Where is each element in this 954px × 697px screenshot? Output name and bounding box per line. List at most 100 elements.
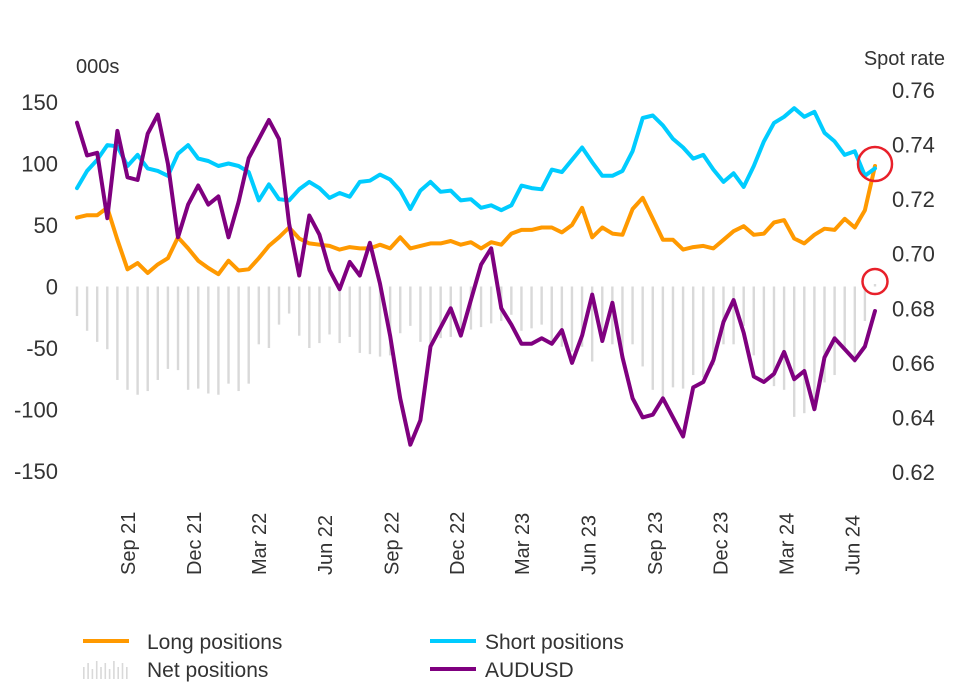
net-positions-bar bbox=[318, 286, 321, 344]
legend-swatch-net bbox=[83, 661, 128, 679]
net-positions-bar bbox=[197, 286, 200, 389]
legend-net-bar bbox=[117, 667, 119, 679]
annotations bbox=[856, 145, 894, 296]
net-positions-bar bbox=[803, 286, 806, 414]
net-positions-bar bbox=[217, 286, 220, 395]
net-positions-bar bbox=[651, 286, 654, 390]
x-tick-label: Jun 22 bbox=[315, 515, 337, 575]
legend-item-short: Short positions bbox=[430, 631, 624, 654]
net-positions-bar bbox=[136, 286, 139, 395]
left-tick-label: -150 bbox=[14, 459, 58, 484]
net-positions-bar bbox=[479, 286, 483, 328]
x-tick-label: Mar 24 bbox=[776, 513, 798, 575]
net-positions-bar bbox=[560, 286, 564, 347]
net-positions-bar bbox=[590, 286, 594, 362]
left-tick-label: -50 bbox=[26, 336, 58, 361]
net-positions-bar bbox=[691, 286, 695, 376]
legend-net-bar bbox=[95, 661, 98, 679]
x-tick-label: Mar 23 bbox=[512, 513, 534, 575]
right-tick-label: 0.70 bbox=[892, 242, 935, 267]
x-tick-label: Jun 23 bbox=[579, 515, 601, 575]
net-positions-bar bbox=[96, 286, 99, 342]
net-positions-bar bbox=[570, 286, 574, 352]
left-tick-label: 0 bbox=[46, 275, 58, 300]
net-positions-bar bbox=[176, 286, 180, 371]
right-tick-label: 0.66 bbox=[892, 351, 935, 376]
right-tick-label: 0.68 bbox=[892, 296, 935, 321]
left-axis-ticks: 150 100 50 0 -50 -100 -150 bbox=[14, 90, 58, 484]
net-positions-bar bbox=[106, 286, 109, 350]
net-positions-bar bbox=[489, 286, 493, 324]
net-positions-bar bbox=[409, 286, 412, 326]
net-positions-bar bbox=[328, 286, 331, 335]
left-tick-label: 100 bbox=[21, 152, 58, 177]
long-positions-line bbox=[75, 164, 877, 277]
net-positions-bar bbox=[510, 286, 513, 315]
net-positions-bar bbox=[823, 286, 826, 383]
net-positions-bar bbox=[782, 286, 786, 390]
legend-item-net: Net positions bbox=[83, 659, 268, 682]
net-positions-bar bbox=[580, 286, 584, 347]
legend-label-audusd: AUDUSD bbox=[485, 659, 574, 682]
legend-item-audusd: AUDUSD bbox=[430, 659, 574, 682]
right-tick-label: 0.62 bbox=[892, 460, 935, 485]
net-positions-bar bbox=[85, 286, 89, 331]
net-positions-bars bbox=[75, 284, 877, 417]
net-positions-bar bbox=[681, 286, 685, 389]
net-positions-bar bbox=[722, 286, 725, 345]
short-positions-line bbox=[75, 106, 877, 213]
legend-net-bar bbox=[113, 661, 115, 679]
net-positions-bar bbox=[186, 286, 190, 390]
net-positions-bar bbox=[358, 286, 362, 353]
net-positions-bar bbox=[833, 286, 836, 376]
right-tick-label: 0.76 bbox=[892, 78, 935, 103]
net-positions-bar bbox=[419, 286, 422, 342]
right-axis-unit: Spot rate bbox=[864, 48, 945, 70]
net-positions-bar bbox=[772, 286, 776, 387]
net-positions-bar bbox=[439, 286, 442, 339]
legend-net-bar bbox=[126, 667, 128, 679]
net-positions-bar bbox=[641, 286, 644, 367]
x-tick-label: Dec 23 bbox=[711, 512, 733, 575]
net-positions-bar bbox=[631, 286, 634, 345]
net-positions-bar bbox=[863, 286, 867, 321]
legend-label-net: Net positions bbox=[147, 659, 268, 682]
net-positions-bar bbox=[843, 286, 846, 351]
legend-net-bar bbox=[104, 663, 107, 679]
legend: Long positions Short positions Net posit… bbox=[83, 631, 624, 682]
right-tick-label: 0.74 bbox=[892, 133, 935, 158]
net-positions-bar bbox=[368, 286, 372, 355]
net-positions-bar bbox=[308, 286, 311, 348]
left-tick-label: -100 bbox=[14, 398, 58, 423]
net-positions-bar bbox=[348, 286, 351, 337]
x-tick-label: Jun 24 bbox=[843, 515, 865, 575]
net-positions-bar bbox=[277, 286, 281, 325]
net-positions-bar bbox=[399, 286, 402, 334]
left-tick-label: 150 bbox=[21, 90, 58, 115]
legend-net-bar bbox=[100, 667, 102, 679]
net-positions-bar bbox=[156, 286, 160, 380]
net-positions-bar bbox=[116, 286, 119, 380]
x-axis-ticks: Sep 21 Dec 21 Mar 22 Jun 22 Sep 22 Dec 22 Mar … bbox=[118, 512, 864, 575]
right-axis-ticks: 0.76 0.74 0.72 0.70 0.68 0.66 0.64 0.62 bbox=[892, 78, 935, 485]
net-positions-bar bbox=[702, 286, 705, 378]
net-positions-bar bbox=[237, 286, 240, 392]
net-positions-bar bbox=[621, 286, 624, 351]
net-positions-bar bbox=[298, 286, 301, 336]
net-positions-bar bbox=[459, 286, 463, 331]
left-axis-unit: 000s bbox=[76, 56, 119, 78]
x-tick-label: Dec 21 bbox=[184, 512, 206, 575]
net-positions-bar bbox=[429, 286, 432, 348]
net-positions-bar bbox=[732, 286, 735, 345]
legend-net-bar bbox=[87, 663, 89, 679]
net-positions-bar bbox=[75, 286, 79, 317]
net-positions-bar bbox=[257, 286, 261, 345]
x-tick-label: Dec 22 bbox=[447, 512, 469, 575]
net-positions-bar bbox=[267, 286, 271, 348]
net-positions-bar bbox=[247, 286, 250, 384]
right-tick-label: 0.72 bbox=[892, 187, 935, 212]
net-positions-bar bbox=[338, 286, 341, 344]
net-positions-bar bbox=[712, 286, 715, 366]
net-positions-bar bbox=[873, 284, 877, 287]
